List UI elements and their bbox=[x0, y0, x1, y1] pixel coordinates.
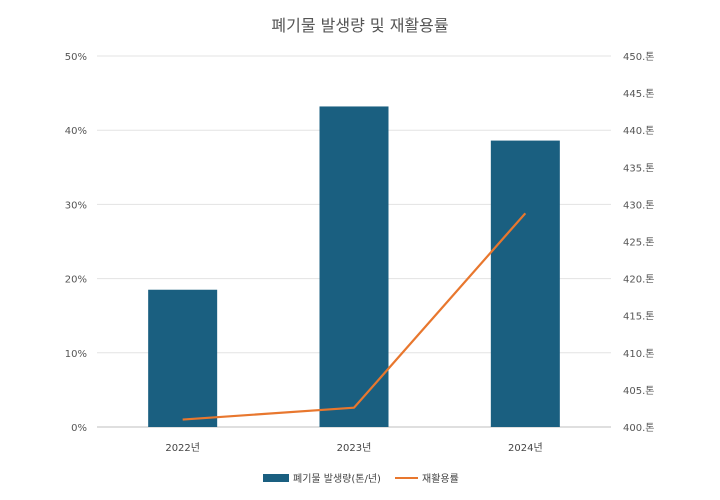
right-tick-label: 445.톤 bbox=[623, 88, 654, 100]
right-tick-label: 440.톤 bbox=[623, 125, 654, 137]
right-tick-label: 435.톤 bbox=[623, 162, 654, 174]
category-label: 2022년 bbox=[165, 442, 200, 454]
right-tick-label: 415.톤 bbox=[623, 311, 654, 323]
bar bbox=[319, 106, 389, 428]
chart-title: 폐기물 발생량 및 재활용률 bbox=[271, 16, 448, 35]
bar bbox=[490, 140, 560, 427]
left-tick-label: 40% bbox=[65, 126, 87, 137]
left-tick-label: 30% bbox=[65, 200, 87, 211]
right-tick-label: 420.톤 bbox=[623, 274, 654, 286]
right-tick-label: 450.톤 bbox=[623, 51, 654, 63]
bar bbox=[148, 289, 218, 427]
left-tick-label: 20% bbox=[65, 275, 87, 286]
left-tick-label: 50% bbox=[65, 52, 87, 63]
left-tick-label: 10% bbox=[65, 349, 87, 360]
category-label: 2023년 bbox=[337, 442, 372, 454]
legend-label-bar: 폐기물 발생량(톤/년) bbox=[293, 473, 381, 485]
right-tick-label: 425.톤 bbox=[623, 237, 654, 249]
line-series bbox=[182, 212, 527, 421]
series-line bbox=[182, 212, 527, 421]
right-tick-label: 430.톤 bbox=[623, 199, 654, 211]
right-tick-label: 405.톤 bbox=[623, 385, 654, 397]
left-axis: 0% 10% 20% 30% 40% 50% bbox=[65, 52, 87, 434]
legend: 폐기물 발생량(톤/년) 재활용률 bbox=[263, 472, 459, 485]
bar-series bbox=[148, 106, 560, 428]
left-tick-label: 0% bbox=[71, 423, 87, 434]
category-axis: 2022년 2023년 2024년 bbox=[165, 442, 542, 454]
right-tick-label: 400.톤 bbox=[623, 422, 654, 434]
category-label: 2024년 bbox=[508, 442, 543, 454]
right-tick-label: 410.톤 bbox=[623, 348, 654, 360]
legend-label-line: 재활용률 bbox=[422, 472, 459, 485]
legend-swatch-bar bbox=[263, 474, 289, 482]
right-axis: 400.톤 405.톤 410.톤 415.톤 420.톤 425.톤 430.톤 435.톤… bbox=[623, 51, 654, 434]
